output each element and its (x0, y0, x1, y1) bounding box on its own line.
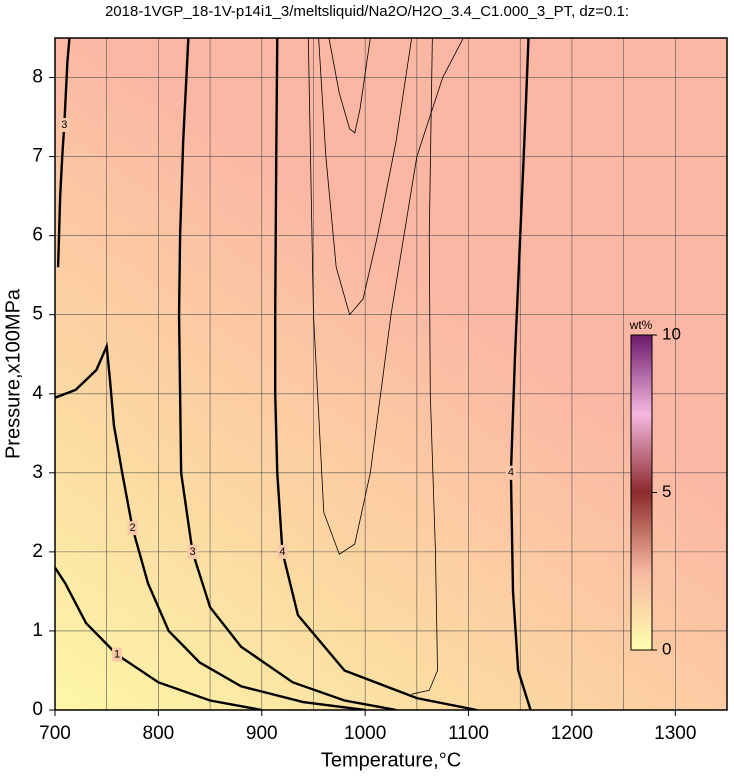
x-tick-label: 700 (39, 723, 71, 744)
contour-label-bg (187, 544, 198, 559)
chart-title: 2018-1VGP_18-1V-p14i1_3/meltsliquid/Na2O… (105, 3, 629, 20)
x-axis-label: Temperature,°C (321, 749, 461, 771)
y-axis-label: Pressure,x100MPa (2, 288, 24, 459)
contour-line (307, 38, 464, 555)
x-tick-label: 1000 (344, 723, 386, 744)
contour-label: 4 (279, 546, 285, 558)
colorbar-label: wt% (629, 318, 653, 332)
y-tick-label: 2 (32, 541, 43, 562)
colorbar-tick-label: 10 (662, 324, 681, 343)
colorbar (630, 334, 653, 651)
contour-line (56, 38, 71, 268)
contour-label-bg (505, 465, 516, 480)
contour-line (274, 38, 478, 710)
y-tick-label: 7 (32, 146, 43, 167)
contour-label: 3 (189, 546, 195, 558)
contour-line (509, 38, 532, 710)
y-tick-label: 5 (32, 304, 43, 325)
y-tick-label: 1 (32, 620, 43, 641)
y-tick-label: 4 (32, 383, 43, 404)
y-tick-label: 6 (32, 225, 43, 246)
plot-frame (54, 37, 728, 711)
contour-label-bg (277, 544, 288, 559)
y-tick-label: 8 (32, 67, 43, 88)
contour-line (318, 38, 413, 316)
x-tick-label: 1200 (551, 723, 593, 744)
field (55, 38, 727, 710)
contour-label: 2 (129, 522, 135, 534)
contour-line (411, 38, 438, 695)
contour-label-bg (127, 521, 138, 536)
contour-line (328, 38, 371, 134)
x-tick-label: 900 (246, 723, 278, 744)
colorbar-tick-label: 0 (662, 639, 671, 658)
colorbar-tick-label: 5 (662, 482, 671, 501)
contour-label: 4 (508, 467, 514, 479)
x-tick-label: 1300 (654, 723, 696, 744)
contour-label: 1 (114, 649, 120, 661)
contour-label: 3 (61, 119, 67, 131)
contour-label-bg (59, 117, 70, 132)
y-tick-label: 3 (32, 462, 43, 483)
x-tick-label: 800 (143, 723, 175, 744)
contour-label-bg (112, 647, 123, 662)
y-tick-label: 0 (32, 699, 43, 720)
contour-line (55, 341, 366, 710)
x-tick-label: 1100 (448, 723, 489, 744)
